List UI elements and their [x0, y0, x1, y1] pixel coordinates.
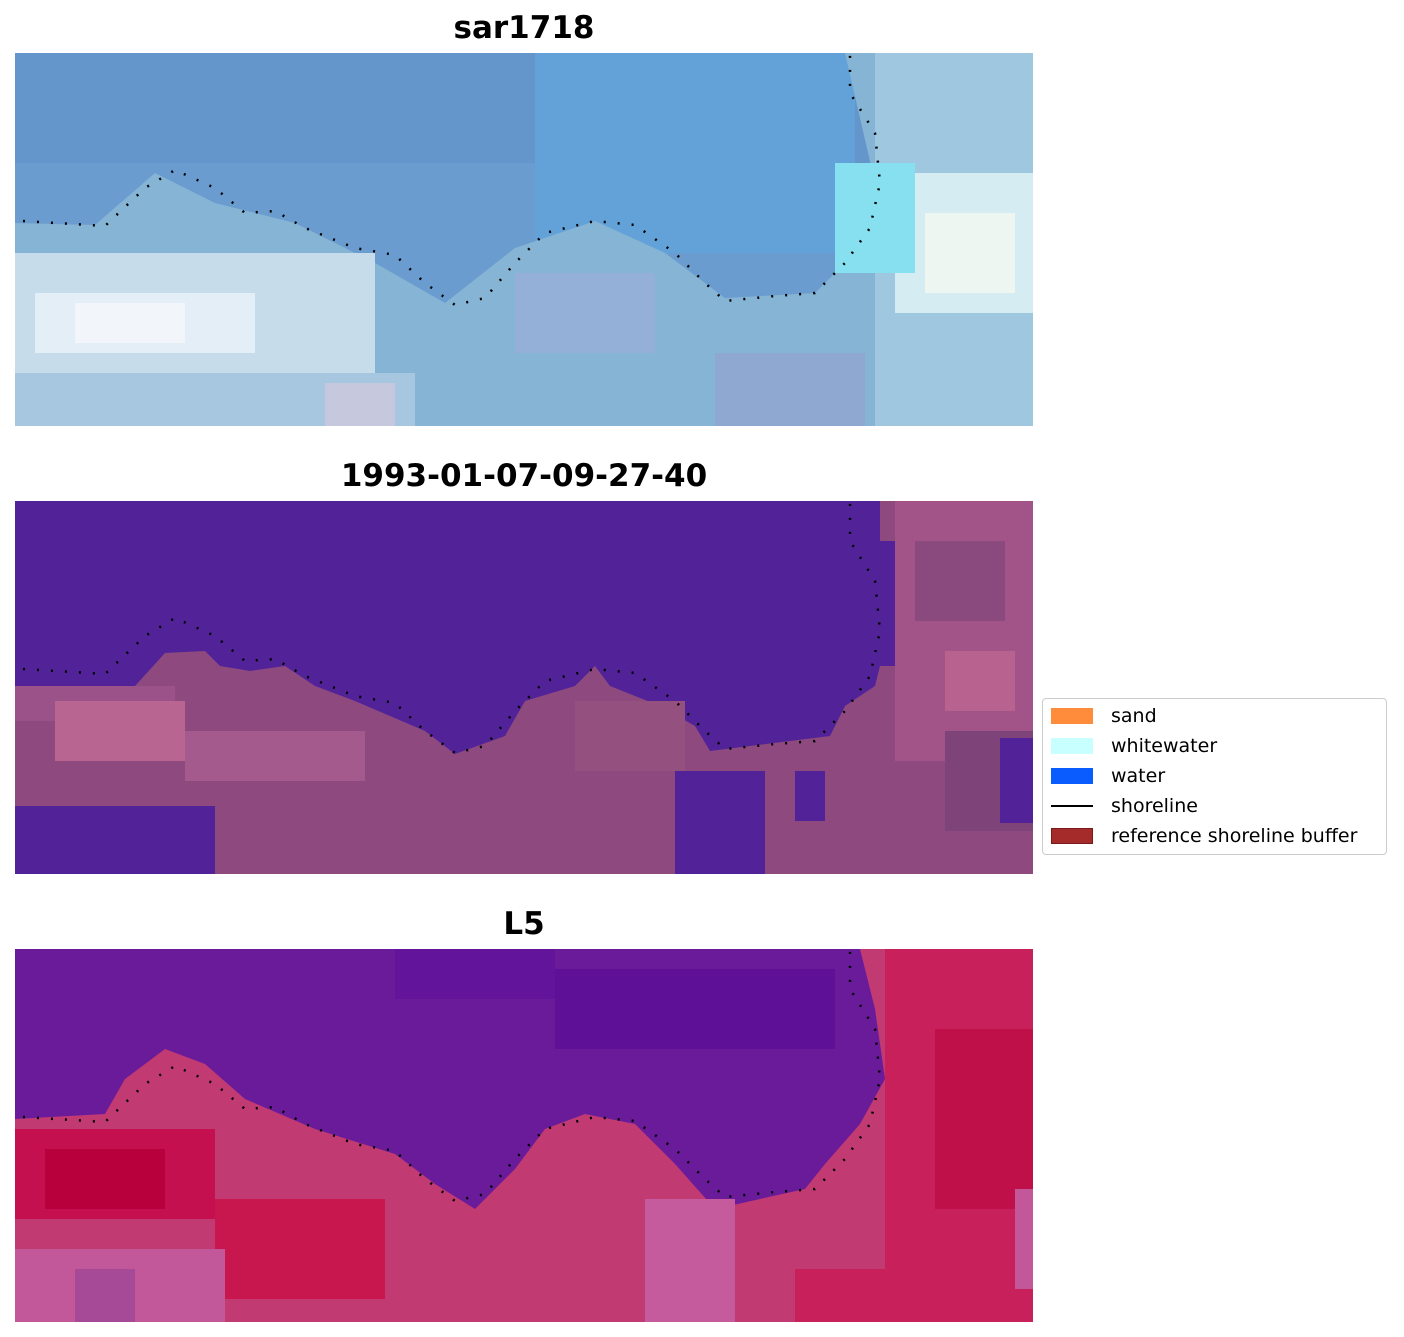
classified-image	[15, 501, 1033, 874]
image-panel-index	[15, 949, 1033, 1322]
legend-label: water	[1111, 765, 1166, 787]
legend-item-whitewater: whitewater	[1051, 735, 1386, 757]
image-panel-sar	[15, 53, 1033, 426]
panel-title: 1993-01-07-09-27-40	[340, 458, 708, 494]
legend-label: reference shoreline buffer	[1111, 825, 1358, 847]
legend-label: whitewater	[1111, 735, 1218, 757]
whitewater-swatch	[1051, 738, 1093, 754]
shoreline-swatch	[1051, 805, 1093, 807]
sand-swatch	[1051, 708, 1093, 724]
legend: sand whitewater water shoreline referenc…	[1042, 698, 1387, 855]
panel-title: L5	[503, 906, 545, 942]
legend-item-shoreline: shoreline	[1051, 795, 1386, 817]
legend-item-reference-buffer: reference shoreline buffer	[1051, 825, 1386, 847]
sar-image	[15, 53, 1033, 426]
reference-buffer-swatch	[1051, 828, 1093, 844]
panel-title: sar1718	[453, 10, 595, 46]
water-swatch	[1051, 768, 1093, 784]
legend-label: shoreline	[1111, 795, 1198, 817]
legend-item-water: water	[1051, 765, 1386, 787]
image-panel-classified	[15, 501, 1033, 874]
index-image	[15, 949, 1033, 1322]
legend-label: sand	[1111, 705, 1157, 727]
legend-item-sand: sand	[1051, 705, 1386, 727]
